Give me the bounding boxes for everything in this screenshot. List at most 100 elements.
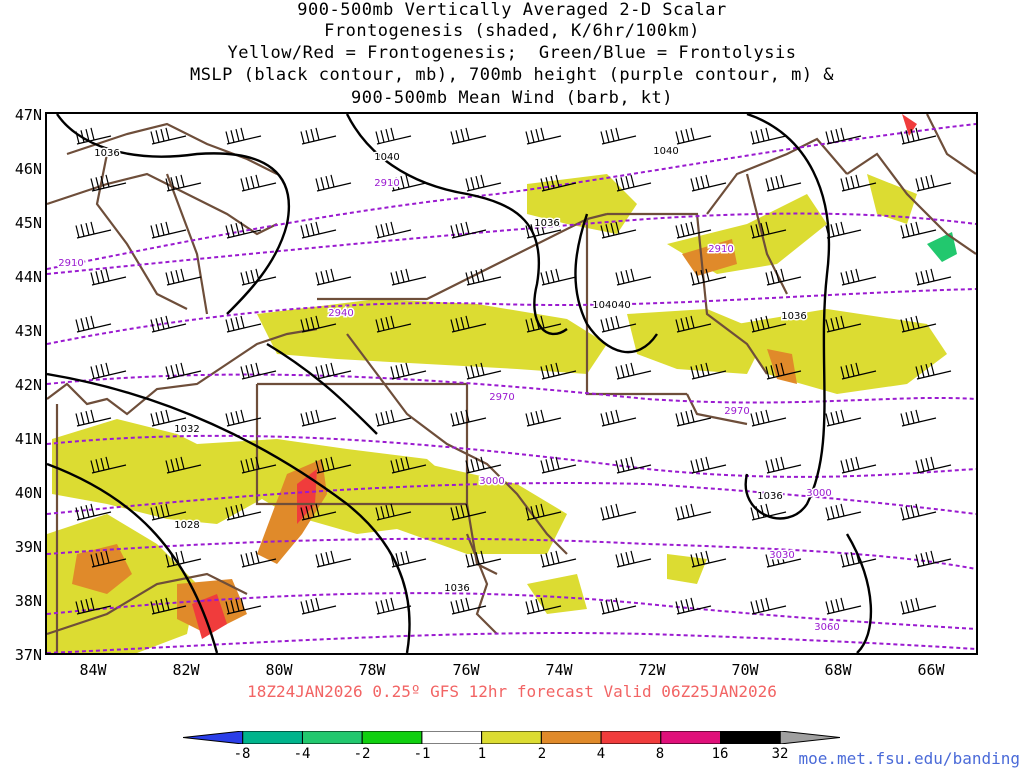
colorbar-swatch (183, 731, 244, 744)
wind-barb (765, 268, 802, 286)
wind-barb (300, 409, 337, 427)
wind-barb (765, 456, 802, 474)
wind-barb (240, 550, 277, 568)
colorbar-swatch (421, 731, 483, 744)
height-contour-label: 2910 (374, 178, 399, 189)
lon-label: 66W (917, 661, 945, 679)
wind-barb (825, 127, 862, 145)
wind-barb (825, 503, 862, 521)
lat-label: 45N (14, 214, 42, 232)
wind-barb (225, 315, 262, 333)
mslp-contour (845, 533, 873, 653)
mslp-contour (574, 213, 658, 354)
wind-barb (225, 503, 262, 521)
wind-barb (450, 315, 487, 333)
lat-label: 40N (14, 484, 42, 502)
wind-barb (465, 456, 502, 474)
source-url-link[interactable]: moe.met.fsu.edu/banding (798, 749, 1020, 768)
wind-barb (225, 409, 262, 427)
wind-barb (75, 597, 112, 615)
title-line-5: 900-500mb Mean Wind (barb, kt) (350, 88, 674, 108)
wind-barb (390, 456, 427, 474)
wind-barb (165, 456, 202, 474)
height-contour-label: 3000 (806, 488, 831, 499)
wind-barb (675, 221, 712, 239)
wind-barb (615, 456, 652, 474)
wind-barb (750, 503, 787, 521)
mslp-contour-label: 1032 (174, 424, 199, 435)
wind-barb (150, 503, 187, 521)
wind-barb (375, 503, 412, 521)
height-contour-label: 2970 (489, 392, 514, 403)
wind-barb (300, 221, 337, 239)
wind-barb (525, 597, 562, 615)
frontogenesis-area (527, 174, 637, 234)
lon-label: 76W (452, 661, 480, 679)
colorbar-swatch (779, 731, 840, 744)
mslp-contour-label: 1040 (374, 152, 399, 163)
wind-barb (915, 456, 952, 474)
wind-barb (540, 362, 577, 380)
wind-barb (540, 268, 577, 286)
title-line-3: Yellow/Red = Frontogenesis; Green/Blue =… (227, 43, 797, 63)
state-border (47, 327, 318, 416)
colorbar-swatch (242, 731, 303, 744)
wind-barb (450, 409, 487, 427)
wind-barb (240, 174, 277, 192)
wind-barb (375, 409, 412, 427)
state-border (926, 114, 976, 175)
colorbar-swatch (540, 731, 602, 744)
wind-barb (600, 409, 637, 427)
wind-barb (375, 597, 412, 615)
wind-barb (750, 221, 787, 239)
wind-barb (690, 456, 727, 474)
height-contour-label: 3060 (814, 622, 839, 633)
wind-barb (675, 315, 712, 333)
colorbar-label: 8 (655, 746, 665, 762)
wind-barb (915, 362, 952, 380)
wind-barb (765, 550, 802, 568)
wind-barb (390, 174, 427, 192)
wind-barb (165, 268, 202, 286)
mslp-contour (47, 462, 219, 653)
wind-barb (315, 174, 352, 192)
wind-barb (450, 503, 487, 521)
lat-label: 43N (14, 322, 42, 340)
wind-barb (600, 315, 637, 333)
wind-barb (375, 221, 412, 239)
state-border (706, 137, 848, 215)
wind-barb (465, 174, 502, 192)
wind-barb (240, 268, 277, 286)
colorbar-label: -8 (233, 746, 251, 762)
height-contour (47, 482, 976, 515)
wind-barb (825, 315, 862, 333)
frontogenesis-area (682, 239, 737, 276)
mslp-contour (744, 114, 831, 520)
colorbar-label: -4 (293, 746, 311, 762)
frontogenesis-area (527, 574, 587, 614)
mslp-contour-label: 1040 (605, 300, 630, 311)
wind-barb (690, 550, 727, 568)
wind-barb (540, 174, 577, 192)
height-contour-label: 2970 (724, 406, 749, 417)
wind-barb (765, 362, 802, 380)
frontogenesis-area (667, 554, 707, 584)
wind-barb (225, 127, 262, 145)
wind-barb (690, 362, 727, 380)
state-border (255, 384, 467, 506)
height-contour (47, 123, 976, 270)
wind-barb (315, 268, 352, 286)
wind-barb (90, 268, 127, 286)
title-line-2: Frontogenesis (shaded, K/6hr/100km) (324, 21, 700, 41)
wind-barb (765, 174, 802, 192)
wind-barb (750, 409, 787, 427)
lon-label: 74W (545, 661, 573, 679)
wind-barb (690, 268, 727, 286)
wind-barb (600, 221, 637, 239)
lat-label: 39N (14, 538, 42, 556)
wind-barb (165, 174, 202, 192)
colorbar-label: 1 (477, 746, 487, 762)
colorbar-swatch (301, 731, 363, 744)
height-contour (47, 632, 976, 653)
wind-barb (675, 503, 712, 521)
